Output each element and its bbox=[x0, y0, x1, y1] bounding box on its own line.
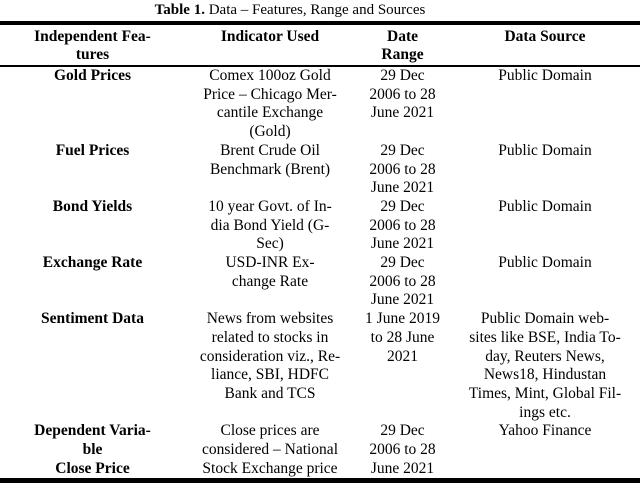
cell-data-source: Public Domain bbox=[498, 141, 592, 159]
table-row-close-price: Dependent Varia- ble Close Price Close p… bbox=[0, 422, 640, 481]
cell-feature: Fuel Prices bbox=[55, 141, 130, 159]
column-header-indicator-used: Indicator Used bbox=[185, 23, 355, 67]
cell-feature: Sentiment Data bbox=[41, 310, 144, 328]
cell-feature: Dependent Varia- ble Close Price bbox=[34, 422, 151, 477]
cell-feature: Exchange Rate bbox=[42, 254, 143, 272]
cell-date-range: 29 Dec 2006 to 28 June 2021 bbox=[369, 141, 436, 197]
cell-indicator: USD-INR Ex- change Rate bbox=[225, 254, 315, 290]
table-row-gold-prices: Gold Prices Comex 100oz Gold Price – Chi… bbox=[0, 66, 640, 142]
column-header-date-range: Date Range bbox=[355, 23, 450, 67]
cell-date-range: 29 Dec 2006 to 28 June 2021 bbox=[369, 67, 436, 122]
table-caption: Table 1. Data – Features, Range and Sour… bbox=[0, 0, 580, 18]
cell-data-source: Public Domain bbox=[498, 197, 592, 215]
cell-date-range: 29 Dec 2006 to 28 June 2021 bbox=[369, 422, 436, 477]
cell-indicator: News from websites related to stocks in … bbox=[199, 310, 341, 402]
cell-feature: Bond Yields bbox=[52, 197, 133, 215]
cell-indicator: Close prices are considered – National S… bbox=[201, 422, 338, 477]
column-header-data-source: Data Source bbox=[450, 23, 640, 67]
header-row: Independent Fea- tures Indicator Used Da… bbox=[0, 23, 640, 67]
table-row-bond-yields: Bond Yields 10 year Govt. of In- dia Bon… bbox=[0, 198, 640, 254]
features-table: Independent Fea- tures Indicator Used Da… bbox=[0, 21, 640, 484]
cell-date-range: 29 Dec 2006 to 28 June 2021 bbox=[369, 197, 436, 253]
table-caption-label: Table 1. bbox=[154, 2, 205, 18]
cell-feature: Gold Prices bbox=[53, 67, 132, 84]
cell-indicator: 10 year Govt. of In- dia Bond Yield (G- … bbox=[208, 197, 332, 253]
cell-date-range: 29 Dec 2006 to 28 June 2021 bbox=[369, 254, 436, 309]
cell-indicator: Comex 100oz Gold Price – Chicago Mer- ca… bbox=[203, 67, 337, 141]
cell-data-source: Public Domain bbox=[498, 254, 592, 272]
cell-data-source: Yahoo Finance bbox=[498, 422, 592, 440]
table-caption-text: Data – Features, Range and Sources bbox=[208, 2, 426, 18]
cell-data-source: Public Domain bbox=[498, 67, 592, 84]
cell-date-range: 1 June 2019 to 28 June 2021 bbox=[365, 310, 440, 365]
table-row-exchange-rate: Exchange Rate USD-INR Ex- change Rate 29… bbox=[0, 254, 640, 310]
cell-indicator: Brent Crude Oil Benchmark (Brent) bbox=[209, 141, 331, 178]
table-row-fuel-prices: Fuel Prices Brent Crude Oil Benchmark (B… bbox=[0, 142, 640, 198]
cell-data-source: Public Domain web- sites like BSE, India… bbox=[468, 310, 622, 421]
column-header-independent-features: Independent Fea- tures bbox=[0, 23, 185, 67]
table-row-sentiment-data: Sentiment Data News from websites relate… bbox=[0, 310, 640, 422]
